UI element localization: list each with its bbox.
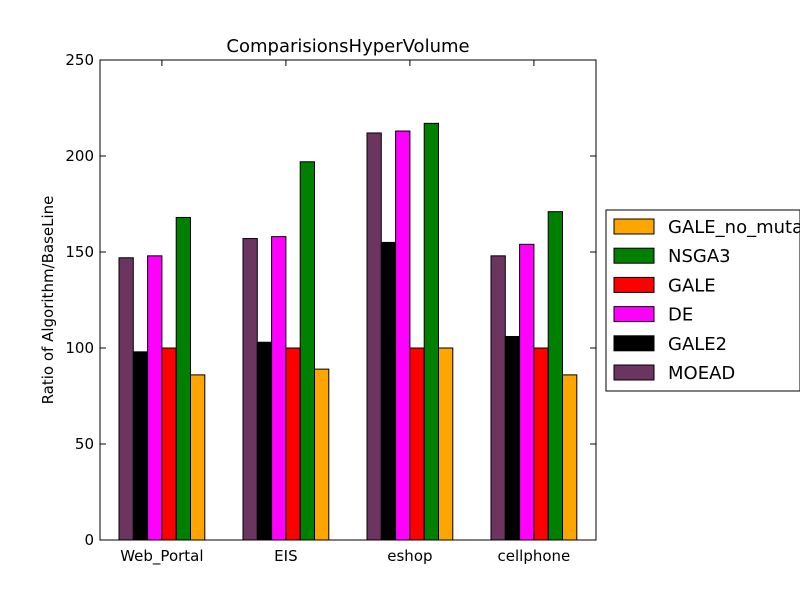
y-tick-label: 0: [84, 531, 94, 549]
y-tick-label: 150: [65, 243, 94, 261]
bar-gale-web-portal: [161, 347, 177, 541]
x-tick-label: EIS: [274, 547, 297, 565]
legend-label: GALE: [668, 275, 716, 296]
legend-label: DE: [668, 305, 693, 326]
chart-title: ComparisionsHyperVolume: [226, 36, 469, 57]
axes-frame: [99, 59, 597, 541]
y-axis-label: Ratio of Algorithm/BaseLine: [39, 196, 57, 405]
bar-gale-no-mutation-cellphone: [562, 374, 578, 541]
legend-swatch: [613, 218, 655, 235]
legend-label: NSGA3: [668, 246, 731, 267]
bar-de-web-portal: [147, 255, 163, 541]
bar-moead-eshop: [366, 132, 382, 541]
bar-gale-eshop: [409, 347, 425, 541]
legend-label: MOEAD: [668, 363, 735, 384]
bar-gale2-web-portal: [132, 351, 149, 541]
legend-swatch: [613, 276, 655, 293]
legend-swatch: [613, 335, 655, 352]
bar-de-eshop: [395, 130, 411, 541]
bar-gale-no-mutation-web-portal: [190, 374, 206, 541]
y-tick-label: 50: [75, 435, 94, 453]
bar-nsga3-eshop: [423, 122, 440, 541]
y-tick-label: 250: [65, 51, 94, 69]
bar-gale-cellphone: [533, 347, 549, 541]
legend-label: GALE_no_mutation: [668, 217, 800, 238]
x-tick-label: cellphone: [498, 547, 571, 565]
bar-gale-no-mutation-eis: [314, 368, 330, 541]
legend-label: GALE2: [668, 334, 727, 355]
plot-area: 0 50 100 150 200 250 Web_Portal EIS eshop cellpho…: [65, 51, 597, 566]
y-tick-label: 200: [65, 147, 94, 165]
bar-gale-eis: [285, 347, 301, 541]
legend-box: [605, 209, 800, 392]
x-tick-label: Web_Portal: [120, 547, 203, 566]
bar-moead-cellphone: [490, 255, 506, 541]
bar-de-cellphone: [519, 243, 535, 541]
bar-de-eis: [271, 236, 287, 541]
bar-nsga3-cellphone: [547, 211, 564, 541]
bar-gale2-eis: [256, 341, 273, 541]
x-tick-label: eshop: [387, 547, 432, 565]
bar-nsga3-eis: [299, 161, 316, 541]
legend-swatch: [613, 247, 655, 264]
bar-moead-web-portal: [118, 257, 134, 541]
bar-nsga3-web-portal: [175, 216, 191, 541]
bar-gale-no-mutation-eshop: [438, 347, 454, 541]
legend-swatch: [613, 306, 655, 323]
legend-swatch: [613, 364, 655, 381]
bar-gale2-eshop: [380, 241, 397, 541]
bar-gale2-cellphone: [504, 335, 521, 541]
bar-moead-eis: [242, 238, 258, 541]
legend: GALE_no_mutation NSGA3 GALE DE GALE2 MOEAD: [605, 209, 800, 392]
y-tick-label: 100: [65, 339, 94, 357]
